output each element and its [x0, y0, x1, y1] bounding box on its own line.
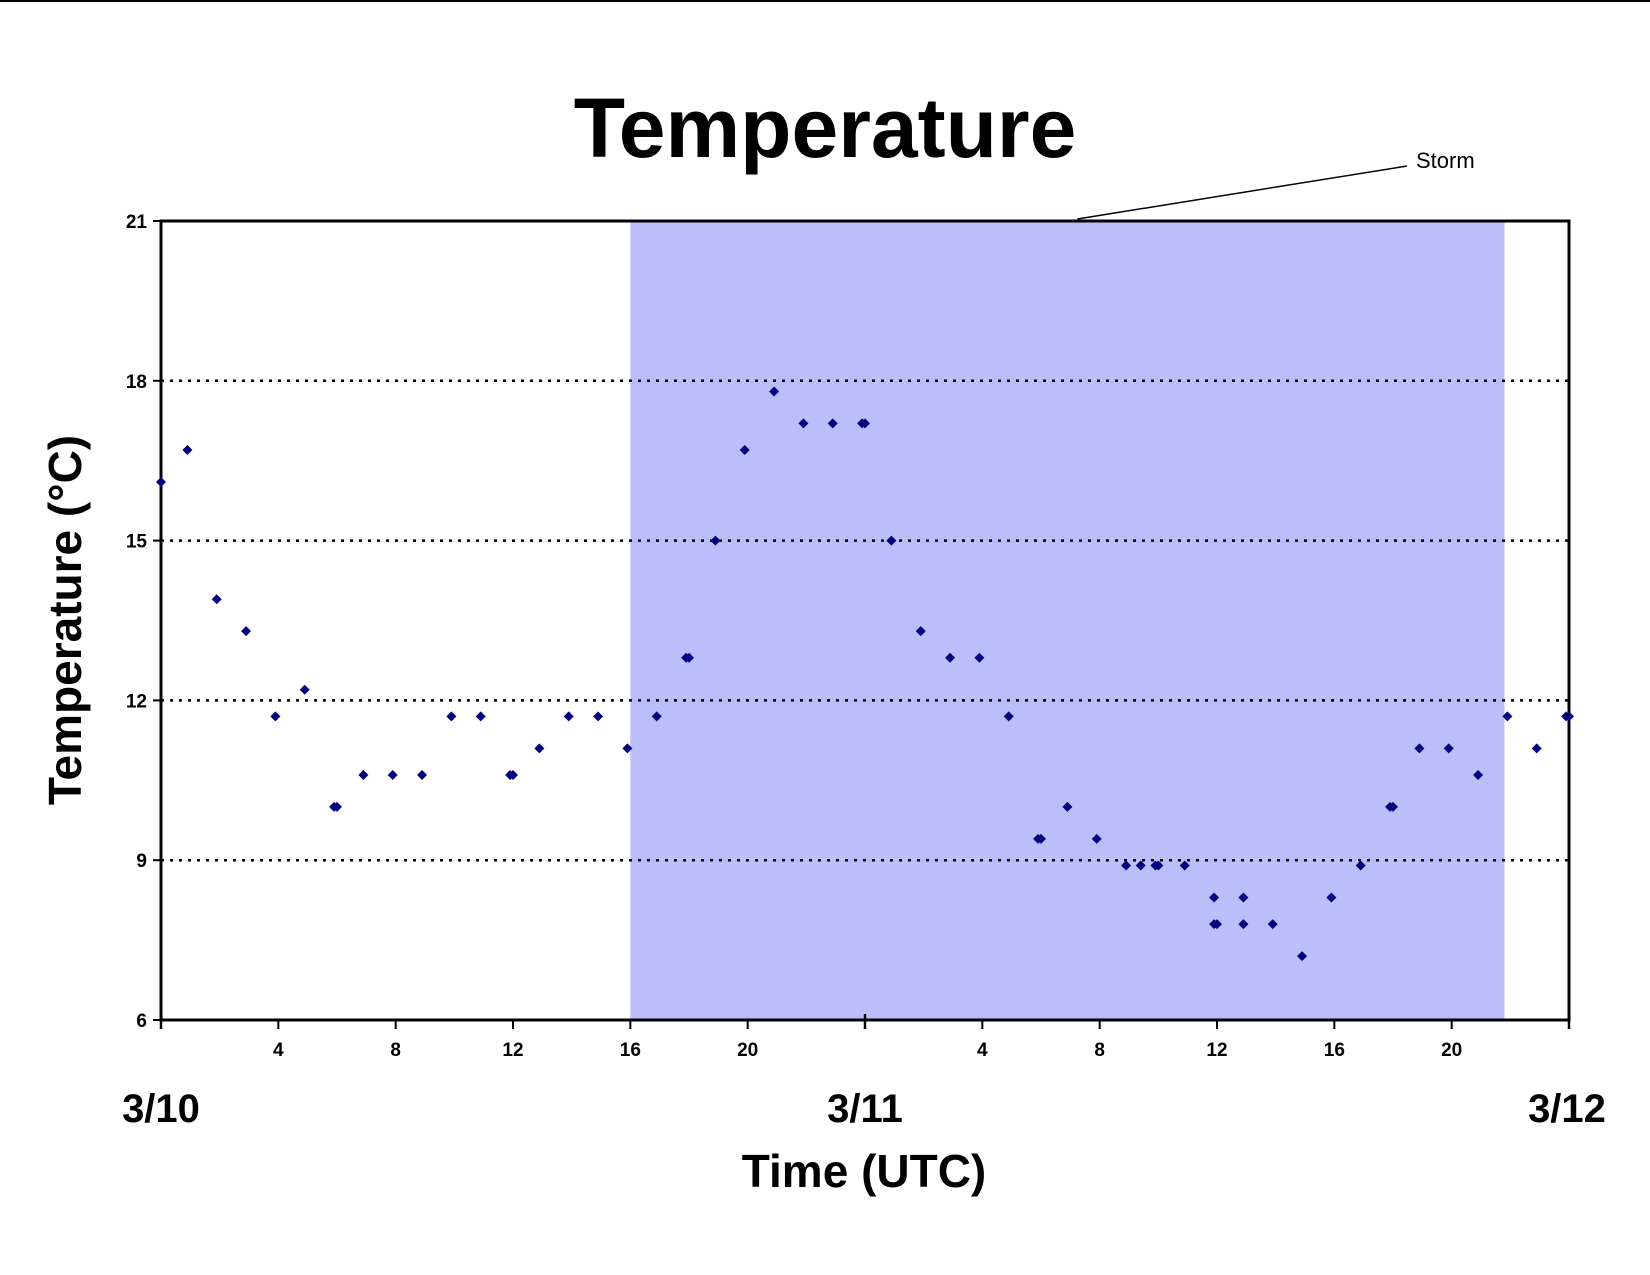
- data-point: [387, 769, 398, 780]
- data-point: [446, 711, 457, 722]
- data-point: [886, 535, 897, 546]
- data-point: [563, 711, 574, 722]
- date-label: 3/10: [122, 1087, 200, 1131]
- data-point: [156, 477, 166, 488]
- data-point: [1355, 860, 1366, 871]
- x-tick-label: 16: [1324, 1040, 1345, 1061]
- data-point: [417, 769, 428, 780]
- x-tick-label: 12: [1206, 1040, 1227, 1061]
- data-point: [827, 418, 838, 429]
- x-tick-label: 20: [737, 1040, 758, 1061]
- data-point: [358, 769, 369, 780]
- x-tick-label: 16: [620, 1040, 641, 1061]
- data-point: [1473, 769, 1484, 780]
- top-rule: [0, 0, 1650, 2]
- data-point: [860, 418, 870, 429]
- data-point: [684, 652, 694, 663]
- data-point: [1153, 860, 1164, 871]
- data-point: [769, 386, 780, 397]
- x-tick-label: 4: [273, 1040, 284, 1061]
- data-point: [651, 711, 662, 722]
- storm-leader-line: [1077, 165, 1408, 220]
- data-points: [156, 386, 1574, 962]
- data-point: [534, 743, 545, 754]
- data-point: [211, 594, 222, 605]
- data-point: [1414, 743, 1425, 754]
- x-axis-title: Time (UTC): [742, 1145, 987, 1197]
- data-point: [1091, 833, 1102, 844]
- data-point: [593, 711, 604, 722]
- storm-band: [630, 221, 1505, 1020]
- data-point: [1267, 919, 1278, 930]
- data-point: [1121, 860, 1132, 871]
- y-tick-label: 15: [126, 532, 148, 553]
- data-point: [739, 445, 750, 456]
- data-point: [1036, 833, 1046, 844]
- data-point: [508, 769, 518, 780]
- data-point: [1238, 919, 1249, 930]
- data-point: [332, 801, 342, 812]
- y-tick-label: 9: [136, 851, 147, 872]
- y-axis-ticks: 6 9 12 15 18 21: [126, 212, 161, 1032]
- data-point: [1388, 801, 1398, 812]
- data-point: [475, 711, 486, 722]
- data-point: [798, 418, 809, 429]
- y-tick-label: 18: [126, 372, 147, 393]
- data-point: [945, 652, 956, 663]
- storm-label: Storm: [1416, 148, 1475, 173]
- data-point: [1179, 860, 1190, 871]
- grid-lines: [161, 379, 1569, 862]
- data-point: [915, 626, 926, 637]
- data-point: [1212, 919, 1222, 930]
- data-point: [1209, 892, 1220, 903]
- data-point: [1062, 801, 1073, 812]
- data-point: [710, 535, 721, 546]
- data-point: [622, 743, 633, 754]
- x-tick-label: 12: [502, 1040, 523, 1061]
- data-point: [270, 711, 281, 722]
- data-point: [1003, 711, 1014, 722]
- y-axis-title: Temperature (°C): [39, 435, 91, 805]
- data-point: [1443, 743, 1454, 754]
- data-point: [182, 445, 193, 456]
- date-labels: 3/10 3/11 3/12: [122, 1014, 1606, 1131]
- data-point: [1502, 711, 1513, 722]
- data-point: [974, 652, 985, 663]
- x-tick-label: 20: [1441, 1040, 1462, 1061]
- date-label: 3/12: [1528, 1087, 1606, 1131]
- data-point: [1531, 743, 1542, 754]
- data-point: [1564, 711, 1574, 722]
- x-tick-label: 4: [977, 1040, 988, 1061]
- x-axis-ticks: 4 8 12 16 20 4 8 12 16 20: [273, 1020, 1462, 1061]
- data-point: [241, 626, 252, 637]
- data-point: [299, 684, 310, 695]
- chart-title: Temperature: [574, 81, 1077, 175]
- x-tick-label: 8: [1094, 1040, 1105, 1061]
- data-point: [1238, 892, 1249, 903]
- x-tick-label: 8: [390, 1040, 401, 1061]
- y-tick-label: 21: [126, 212, 148, 233]
- date-label: 3/11: [827, 1087, 903, 1131]
- y-tick-label: 6: [136, 1011, 147, 1032]
- data-point: [1135, 860, 1146, 871]
- data-point: [1297, 951, 1308, 962]
- y-tick-label: 12: [126, 691, 147, 712]
- data-point: [1326, 892, 1337, 903]
